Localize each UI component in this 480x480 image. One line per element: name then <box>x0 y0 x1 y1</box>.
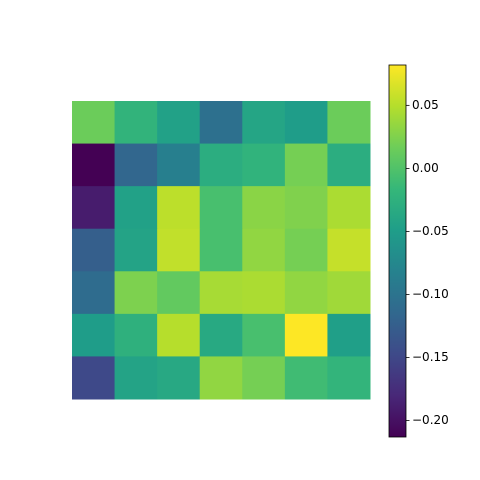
heatmap-cell <box>284 313 328 357</box>
heatmap-cell <box>284 356 328 400</box>
heatmap-cell <box>199 186 243 230</box>
heatmap-cell <box>242 143 286 187</box>
heatmap-cell <box>242 271 286 315</box>
heatmap-cell <box>199 271 243 315</box>
colorbar-tick-label: −0.05 <box>412 224 449 238</box>
heatmap-cell <box>242 356 286 400</box>
heatmap-cell <box>157 356 201 400</box>
heatmap-cell <box>72 228 116 272</box>
heatmap-cell <box>284 186 328 230</box>
colorbar <box>388 64 407 438</box>
heatmap-cell <box>327 186 371 230</box>
heatmap-cell <box>242 313 286 357</box>
heatmap-cell <box>199 101 243 145</box>
heatmap-cell <box>114 186 158 230</box>
heatmap-cell <box>114 356 158 400</box>
heatmap-cell <box>199 228 243 272</box>
colorbar-tick-label: −0.15 <box>412 350 449 364</box>
colorbar-tick-label: −0.10 <box>412 287 449 301</box>
heatmap-cell <box>199 313 243 357</box>
heatmap-cell <box>199 143 243 187</box>
colorbar-tick-label: 0.00 <box>412 161 439 175</box>
colorbar-tick-label: 0.05 <box>412 98 439 112</box>
heatmap-cell <box>157 313 201 357</box>
heatmap-cell <box>284 228 328 272</box>
heatmap-cell <box>72 271 116 315</box>
heatmap-cell <box>72 186 116 230</box>
heatmap-cell <box>242 101 286 145</box>
heatmap-cell <box>284 271 328 315</box>
heatmap-cell <box>284 143 328 187</box>
heatmap-cell <box>157 228 201 272</box>
heatmap-cell <box>114 271 158 315</box>
heatmap-cell <box>327 313 371 357</box>
heatmap-cell <box>157 143 201 187</box>
heatmap-cell <box>157 101 201 145</box>
heatmap-cell <box>72 313 116 357</box>
heatmap-cell <box>242 228 286 272</box>
heatmap-cell <box>114 143 158 187</box>
heatmap-cell <box>199 356 243 400</box>
heatmap-cell <box>72 143 116 187</box>
heatmap-cell <box>284 101 328 145</box>
heatmap-cell <box>114 101 158 145</box>
heatmap-cell <box>157 186 201 230</box>
heatmap-cell <box>327 228 371 272</box>
heatmap-cell <box>327 101 371 145</box>
heatmap-cell <box>72 356 116 400</box>
heatmap-cell <box>114 228 158 272</box>
colorbar-tick-label: −0.20 <box>412 413 449 427</box>
heatmap-cell <box>242 186 286 230</box>
heatmap-cell <box>327 143 371 187</box>
heatmap-cell <box>157 271 201 315</box>
heatmap-cell <box>327 356 371 400</box>
heatmap-cell <box>72 101 116 145</box>
heatmap-cell <box>327 271 371 315</box>
heatmap-cell <box>114 313 158 357</box>
